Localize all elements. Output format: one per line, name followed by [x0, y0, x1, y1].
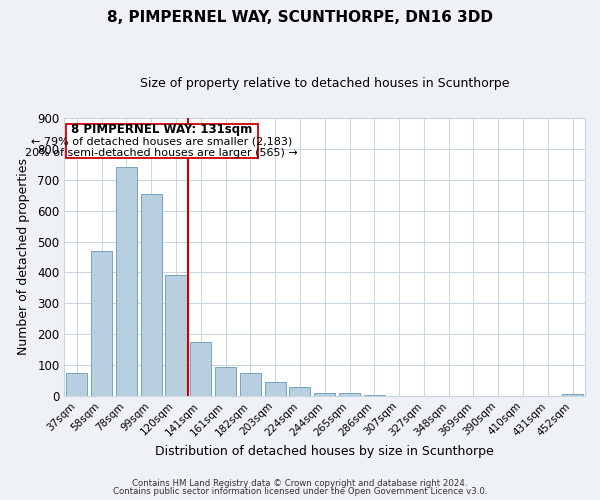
- Text: Contains public sector information licensed under the Open Government Licence v3: Contains public sector information licen…: [113, 487, 487, 496]
- Text: 20% of semi-detached houses are larger (565) →: 20% of semi-detached houses are larger (…: [25, 148, 298, 158]
- Text: ← 79% of detached houses are smaller (2,183): ← 79% of detached houses are smaller (2,…: [31, 136, 292, 146]
- Bar: [339, 394, 360, 396]
- X-axis label: Distribution of detached houses by size in Scunthorpe: Distribution of detached houses by size …: [155, 444, 494, 458]
- Text: 8, PIMPERNEL WAY, SCUNTHORPE, DN16 3DD: 8, PIMPERNEL WAY, SCUNTHORPE, DN16 3DD: [107, 10, 493, 25]
- Bar: [67, 372, 88, 396]
- Bar: [265, 382, 286, 396]
- FancyBboxPatch shape: [66, 124, 258, 158]
- Title: Size of property relative to detached houses in Scunthorpe: Size of property relative to detached ho…: [140, 78, 509, 90]
- Bar: [289, 386, 310, 396]
- Bar: [140, 194, 162, 396]
- Bar: [116, 168, 137, 396]
- Text: Contains HM Land Registry data © Crown copyright and database right 2024.: Contains HM Land Registry data © Crown c…: [132, 478, 468, 488]
- Bar: [215, 366, 236, 396]
- Bar: [91, 251, 112, 396]
- Y-axis label: Number of detached properties: Number of detached properties: [17, 158, 31, 356]
- Bar: [562, 394, 583, 396]
- Bar: [190, 342, 211, 396]
- Bar: [166, 276, 187, 396]
- Bar: [364, 395, 385, 396]
- Bar: [314, 393, 335, 396]
- Bar: [240, 374, 261, 396]
- Text: 8 PIMPERNEL WAY: 131sqm: 8 PIMPERNEL WAY: 131sqm: [71, 123, 253, 136]
